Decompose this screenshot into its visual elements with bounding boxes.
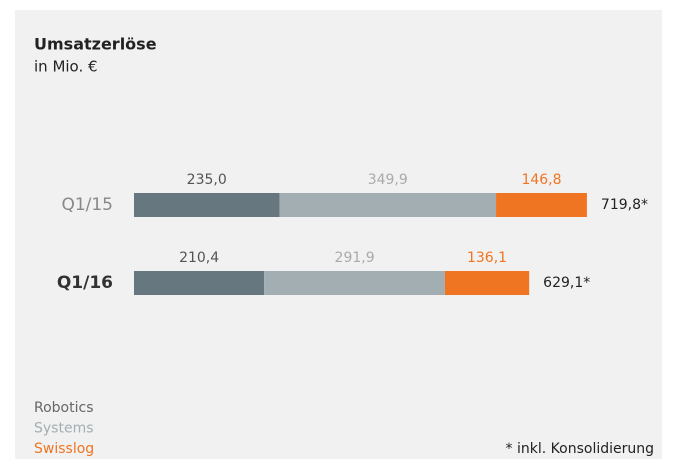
footnote: * inkl. Konsolidierung: [506, 441, 654, 457]
total-label: 629,1*: [543, 275, 590, 291]
panel: [15, 10, 662, 459]
bar-segment: [134, 271, 265, 295]
value-label: 146,8: [521, 172, 561, 188]
legend-entry: Robotics: [34, 400, 94, 416]
category-label: Q1/15: [61, 195, 113, 215]
bar-segment: [444, 271, 530, 295]
value-label: 349,9: [368, 172, 408, 188]
value-label: 291,9: [335, 250, 375, 266]
chart-title: Umsatzerlöse: [34, 35, 157, 54]
category-label: Q1/16: [57, 273, 113, 293]
value-label: 136,1: [467, 250, 507, 266]
bar-segment: [134, 193, 280, 217]
total-label: 719,8*: [601, 197, 648, 213]
bar-segment: [496, 193, 587, 217]
legend-entry: Swisslog: [34, 441, 94, 457]
chart-subtitle: in Mio. €: [34, 58, 98, 76]
legend-entry: Systems: [34, 421, 94, 437]
value-label: 210,4: [179, 250, 219, 266]
value-label: 235,0: [187, 172, 227, 188]
bar-segment: [279, 193, 497, 217]
bar-segment: [264, 271, 445, 295]
